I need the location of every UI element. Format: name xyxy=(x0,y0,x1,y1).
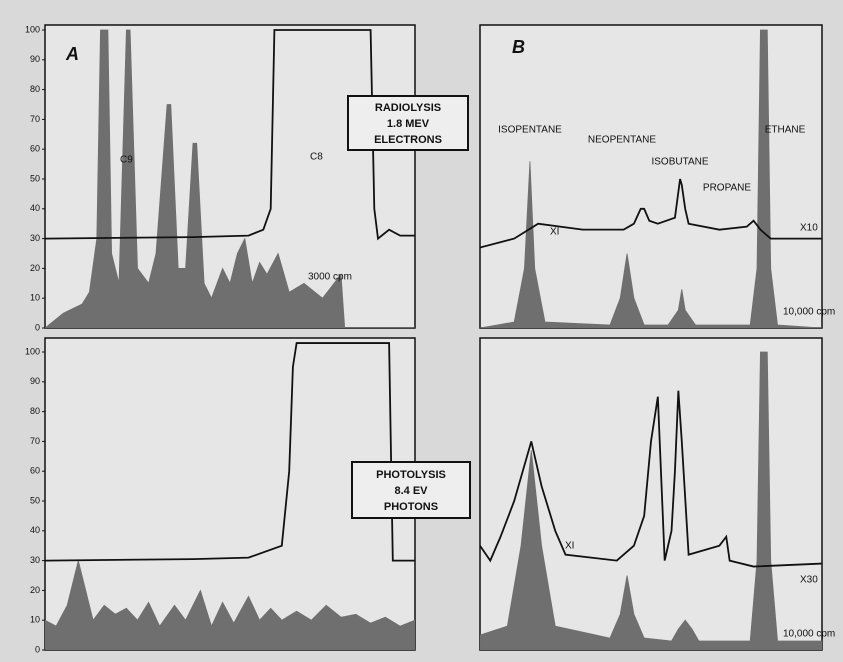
integral-line xyxy=(45,29,415,241)
panel-label: A xyxy=(65,44,79,64)
annotation: NEOPENTANE xyxy=(588,135,656,146)
annotation: XI xyxy=(565,541,574,552)
integral-line xyxy=(45,342,415,562)
annotation: 3000 cpm xyxy=(308,272,352,283)
y-tick-label: 40 xyxy=(30,203,40,213)
annotation: X10 xyxy=(800,223,818,234)
y-tick-label: 100 xyxy=(25,346,40,356)
panel-label: B xyxy=(512,37,525,57)
y-tick-label: 100 xyxy=(25,24,40,34)
annotation: ELECTRONS xyxy=(374,134,442,146)
peak-area xyxy=(45,29,415,328)
annotation-box xyxy=(351,461,471,519)
y-tick-label: 0 xyxy=(35,644,40,654)
annotation: PROPANE xyxy=(703,183,751,194)
y-tick-label: 30 xyxy=(30,233,40,243)
annotation: C8 xyxy=(310,152,323,163)
y-tick-label: 50 xyxy=(30,495,40,505)
y-tick-label: 20 xyxy=(30,585,40,595)
annotation-box xyxy=(347,95,469,151)
annotation: 8.4 EV xyxy=(394,485,428,497)
y-tick-label: 30 xyxy=(30,555,40,565)
annotation: X30 xyxy=(800,575,818,586)
y-tick-label: 10 xyxy=(30,293,40,303)
plots: 0 10 20 30 40 50 60 70 80 90 100 0 10 20 30 40 50 60 70 80 9… xyxy=(25,24,823,654)
peak-area xyxy=(480,29,822,328)
y-tick-label: 90 xyxy=(30,376,40,386)
y-tick-label: 0 xyxy=(35,322,40,332)
annotation: XI xyxy=(550,227,559,238)
annotation: RADIOLYSIS xyxy=(375,102,441,114)
annotation: ETHANE xyxy=(765,125,806,136)
y-tick-label: 60 xyxy=(30,466,40,476)
y-tick-label: 70 xyxy=(30,436,40,446)
integral-line xyxy=(480,390,822,568)
peak-area xyxy=(45,560,415,650)
annotation: ISOBUTANE xyxy=(651,157,708,168)
y-tick-label: 60 xyxy=(30,144,40,154)
y-tick-label: 70 xyxy=(30,114,40,124)
annotation: PHOTOLYSIS xyxy=(376,469,446,481)
annotation: 10,000 cpm xyxy=(783,629,835,640)
y-tick-label: 20 xyxy=(30,263,40,273)
y-tick-label: 40 xyxy=(30,525,40,535)
peak-area xyxy=(480,351,822,650)
annotation: 1.8 MEV xyxy=(387,118,430,130)
y-tick-label: 50 xyxy=(30,173,40,183)
y-tick-label: 10 xyxy=(30,615,40,625)
annotation: C9 xyxy=(120,155,133,166)
y-tick-label: 80 xyxy=(30,406,40,416)
annotation: ISOPENTANE xyxy=(498,125,562,136)
annotation: PHOTONS xyxy=(384,501,438,513)
y-tick-label: 90 xyxy=(30,54,40,64)
y-tick-label: 80 xyxy=(30,84,40,94)
annotation: 10,000 cpm xyxy=(783,307,835,318)
integral-line xyxy=(480,178,822,249)
